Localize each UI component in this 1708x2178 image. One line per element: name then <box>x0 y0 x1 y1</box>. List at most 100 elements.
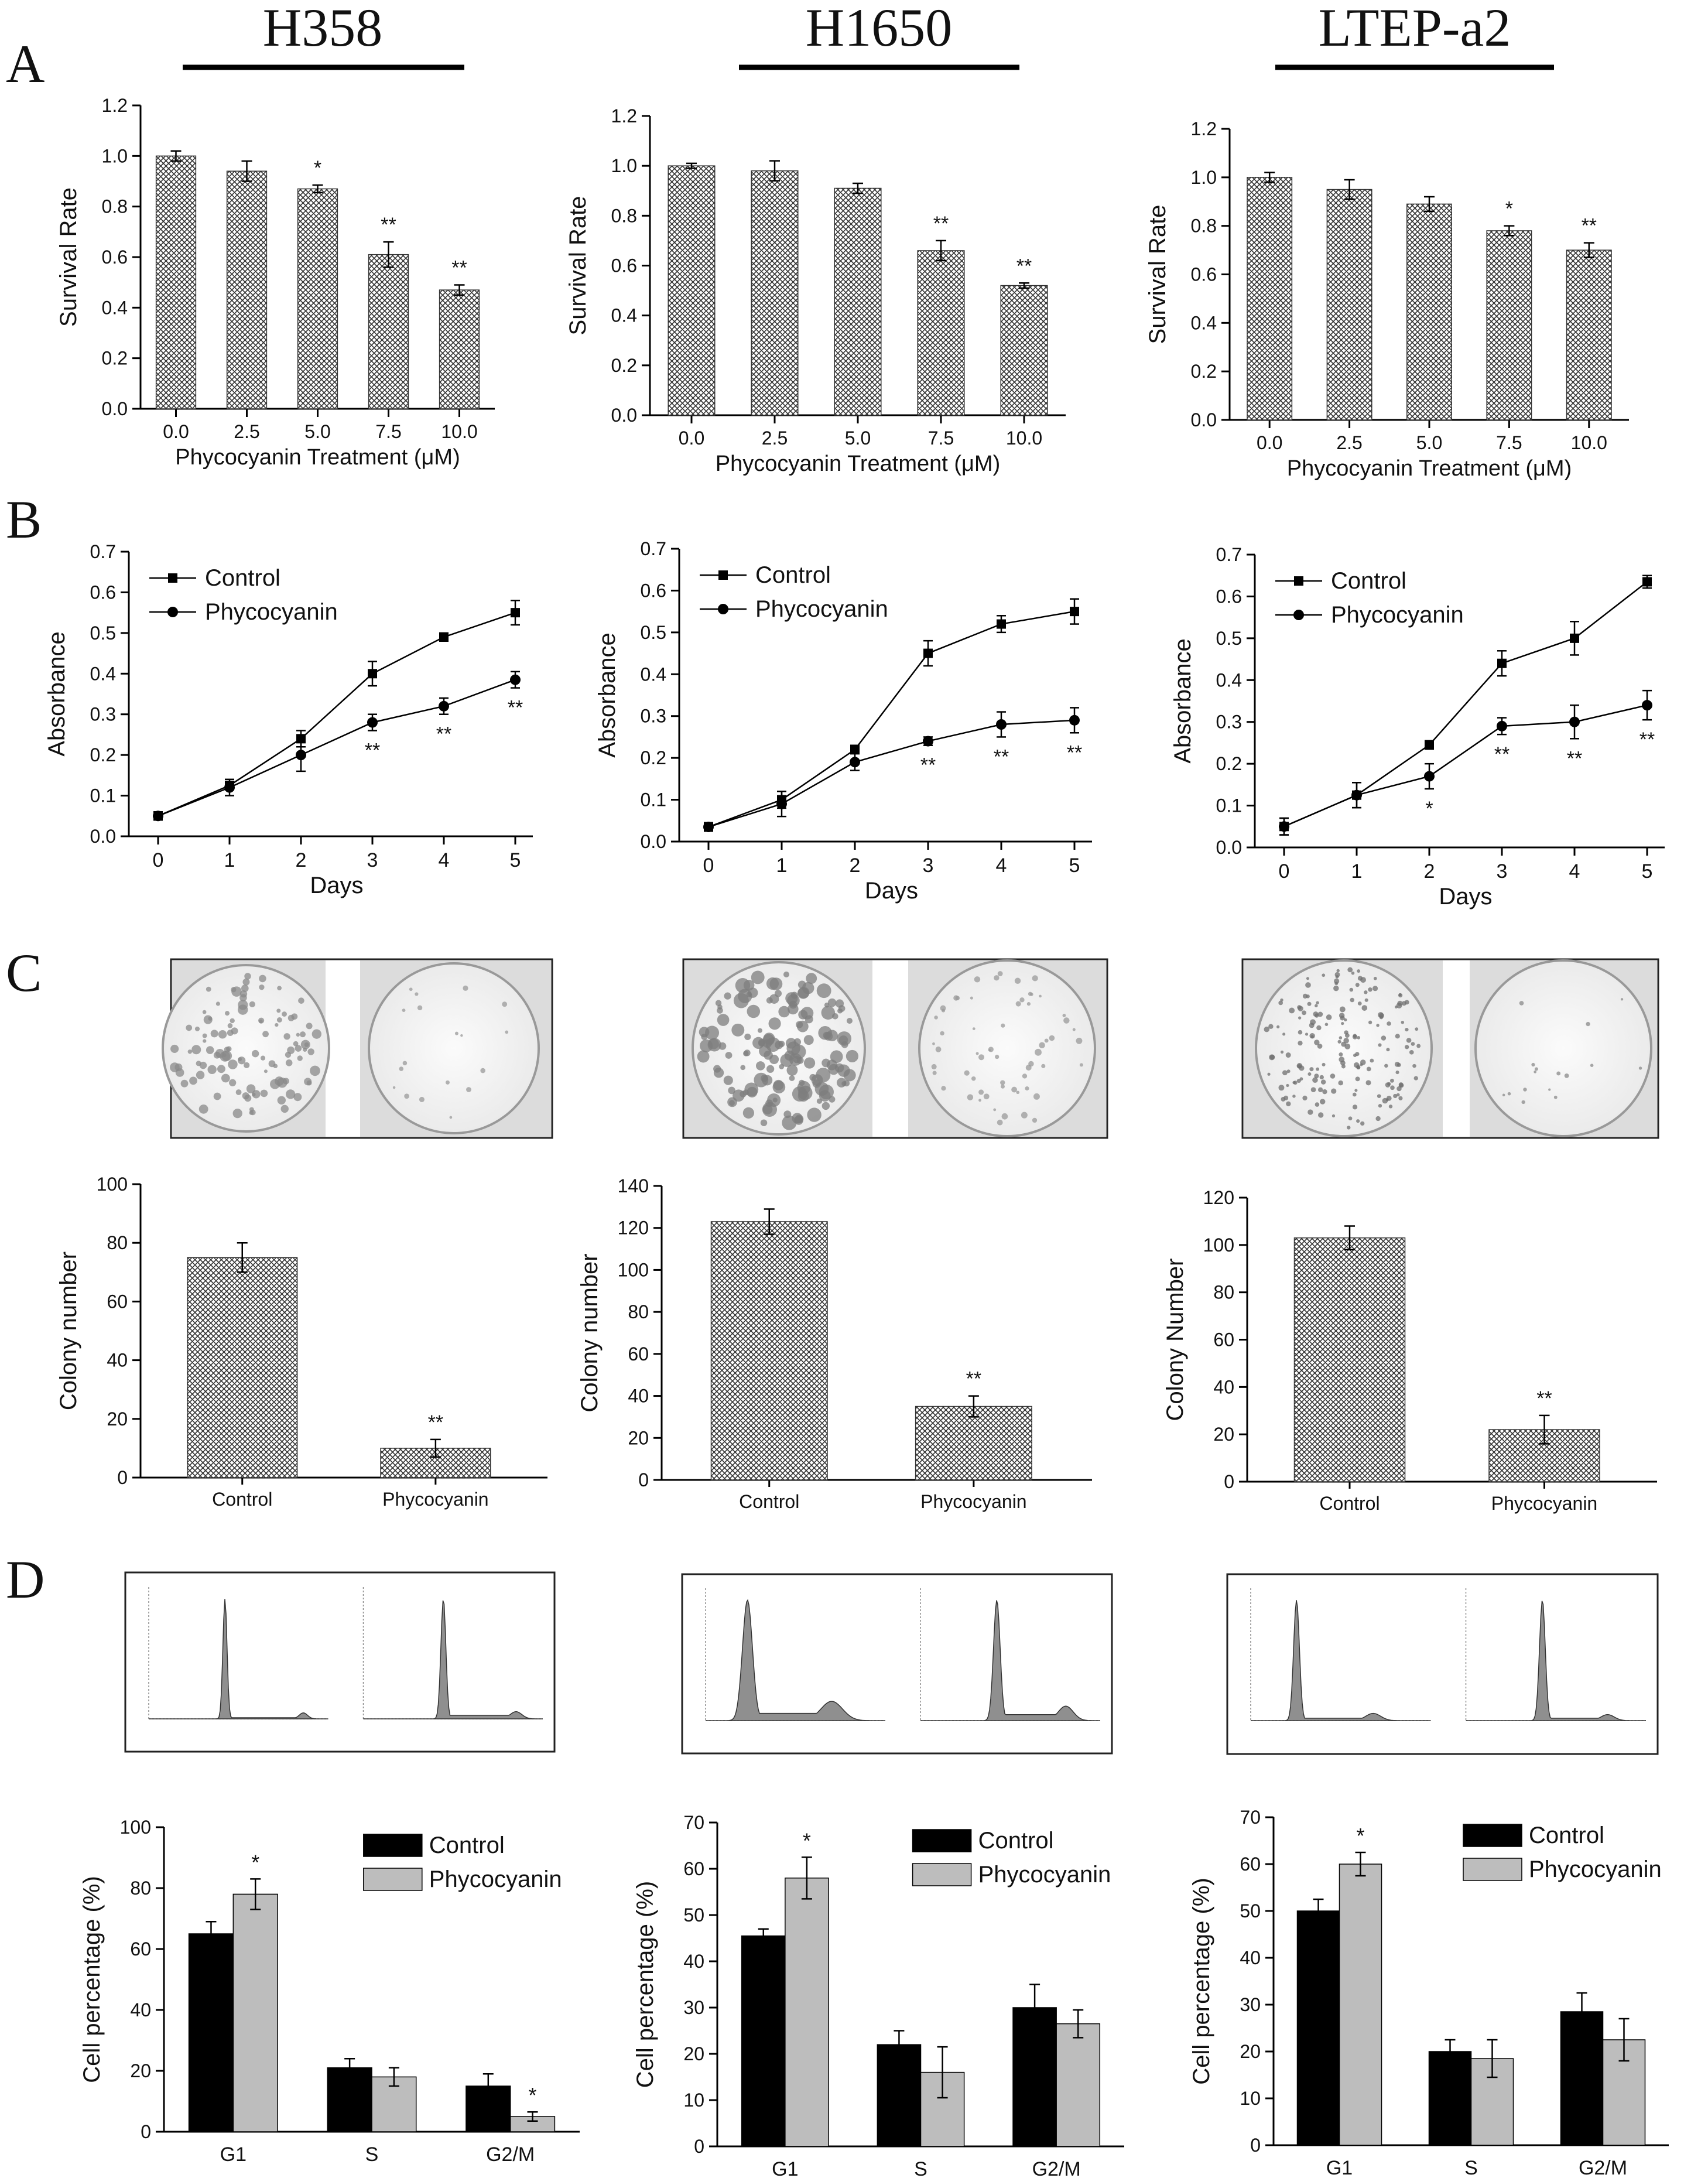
y-tick-label: 0 <box>638 1469 649 1490</box>
y-tick-label: 0.7 <box>90 541 116 562</box>
colony-dot <box>794 1116 803 1125</box>
colony-dot <box>971 1076 976 1081</box>
y-axis-title: Cell percentage (%) <box>1189 1878 1214 2085</box>
colony-dot <box>766 977 779 990</box>
colony-dot <box>1366 1066 1371 1072</box>
colony-dot <box>830 1050 843 1064</box>
colony-dot <box>1378 1043 1382 1047</box>
colony-dot <box>1314 1073 1319 1079</box>
chart-c-ltep: 0 20 40 60 80 100 120 Colony Number Control Phyco… <box>1162 1187 1657 1514</box>
colony-dot <box>1317 1087 1323 1092</box>
colony-dot <box>304 1042 309 1047</box>
colony-dot <box>802 982 814 994</box>
colony-dot <box>1620 998 1624 1001</box>
colony-dot <box>191 1045 201 1055</box>
y-axis-title: Survival Rate <box>56 187 81 327</box>
colony-dot <box>1044 1038 1049 1043</box>
x-tick-label: 3 <box>1497 860 1508 883</box>
colony-dot <box>1314 1040 1320 1045</box>
colony-dot <box>1307 1072 1312 1076</box>
flow-histogram-ltep <box>1226 1573 1659 1755</box>
y-tick-label: 60 <box>130 1938 151 1960</box>
y-tick-label: 40 <box>1213 1376 1234 1397</box>
colony-dot <box>1322 1062 1326 1066</box>
colony-dot <box>1412 1064 1416 1068</box>
colony-dot <box>203 1039 207 1043</box>
colony-dot <box>756 1061 765 1071</box>
colony-dot <box>225 1011 230 1016</box>
bar-phycocyanin <box>232 1893 278 2132</box>
data-point-control <box>1497 658 1507 668</box>
colony-dot <box>835 999 844 1008</box>
colony-dot <box>1381 1035 1387 1041</box>
significance-mark: ** <box>1494 743 1510 765</box>
y-tick-label: 0.4 <box>611 305 637 326</box>
bar-control <box>1560 2011 1604 2146</box>
colony-dot <box>207 1065 217 1074</box>
colony-dot <box>293 1041 299 1047</box>
colony-dot <box>297 1055 303 1061</box>
bar <box>751 170 799 416</box>
colony-dot <box>449 1116 453 1119</box>
colony-dot <box>1331 1088 1337 1094</box>
x-tick-label: G2/M <box>1032 2158 1081 2178</box>
y-tick-label: 0 <box>117 1467 128 1488</box>
colony-dot <box>931 1064 937 1069</box>
y-tick-label: 0.1 <box>641 789 666 811</box>
series-line-phycocyanin <box>158 679 516 817</box>
y-tick-label: 0.0 <box>611 405 637 426</box>
colony-dot <box>1332 1114 1336 1118</box>
x-tick-label: G1 <box>772 2158 798 2178</box>
colony-dot <box>1072 1028 1076 1031</box>
y-tick-label: 0.4 <box>1191 312 1217 333</box>
y-axis-title: Survival Rate <box>565 196 591 336</box>
colony-dot <box>972 1027 975 1030</box>
significance-mark: * <box>529 2083 537 2107</box>
colony-dot <box>1305 982 1311 988</box>
colony-dot <box>803 1035 814 1045</box>
colony-dot <box>1352 1034 1358 1040</box>
colony-dot <box>1393 1093 1398 1099</box>
colony-dot <box>1285 1052 1291 1058</box>
colony-dot <box>796 1020 809 1032</box>
data-point-phycocyanin <box>224 782 235 793</box>
colony-dot <box>744 1033 751 1041</box>
colony-dot <box>1322 973 1326 977</box>
bar <box>1000 285 1048 416</box>
significance-mark: ** <box>451 257 467 279</box>
colony-dot <box>1292 1095 1296 1098</box>
legend-marker <box>718 570 728 580</box>
colony-dot <box>762 1075 773 1086</box>
colony-dot <box>1386 1048 1390 1052</box>
significance-mark: ** <box>1536 1387 1552 1410</box>
colony-dot <box>1590 1064 1594 1067</box>
colony-dot <box>242 1092 249 1100</box>
legend-marker <box>167 607 178 617</box>
colony-dot <box>1032 1117 1038 1123</box>
colony-dot <box>1361 1005 1368 1011</box>
colony-dot <box>250 1109 256 1116</box>
colony-dot <box>221 1073 230 1083</box>
colony-dot <box>1326 1014 1332 1020</box>
series-line-phycocyanin <box>708 719 1075 828</box>
y-axis-title: Colony number <box>56 1252 81 1410</box>
colony-dot <box>276 1017 282 1023</box>
significance-mark: ** <box>428 1411 443 1434</box>
data-point-phycocyanin <box>1069 714 1080 726</box>
x-tick-label: S <box>365 2143 379 2166</box>
bar-control <box>741 1935 786 2147</box>
x-tick-label: 10.0 <box>1006 428 1042 449</box>
y-axis-title: Colony Number <box>1162 1259 1188 1421</box>
colony-dot <box>934 1016 938 1020</box>
colony-dot <box>1282 1070 1288 1076</box>
colony-dot <box>821 1006 836 1020</box>
legend-label-control: Control <box>429 1832 505 1858</box>
colony-dot <box>276 1008 281 1013</box>
colony-dot <box>283 1033 290 1040</box>
colony-dot <box>1344 1043 1351 1049</box>
colony-dot <box>296 1032 300 1037</box>
colony-dot <box>1315 1102 1320 1107</box>
y-tick-label: 0.2 <box>102 348 128 369</box>
colony-dot <box>202 1033 207 1038</box>
x-tick-label: 7.5 <box>1496 432 1522 453</box>
